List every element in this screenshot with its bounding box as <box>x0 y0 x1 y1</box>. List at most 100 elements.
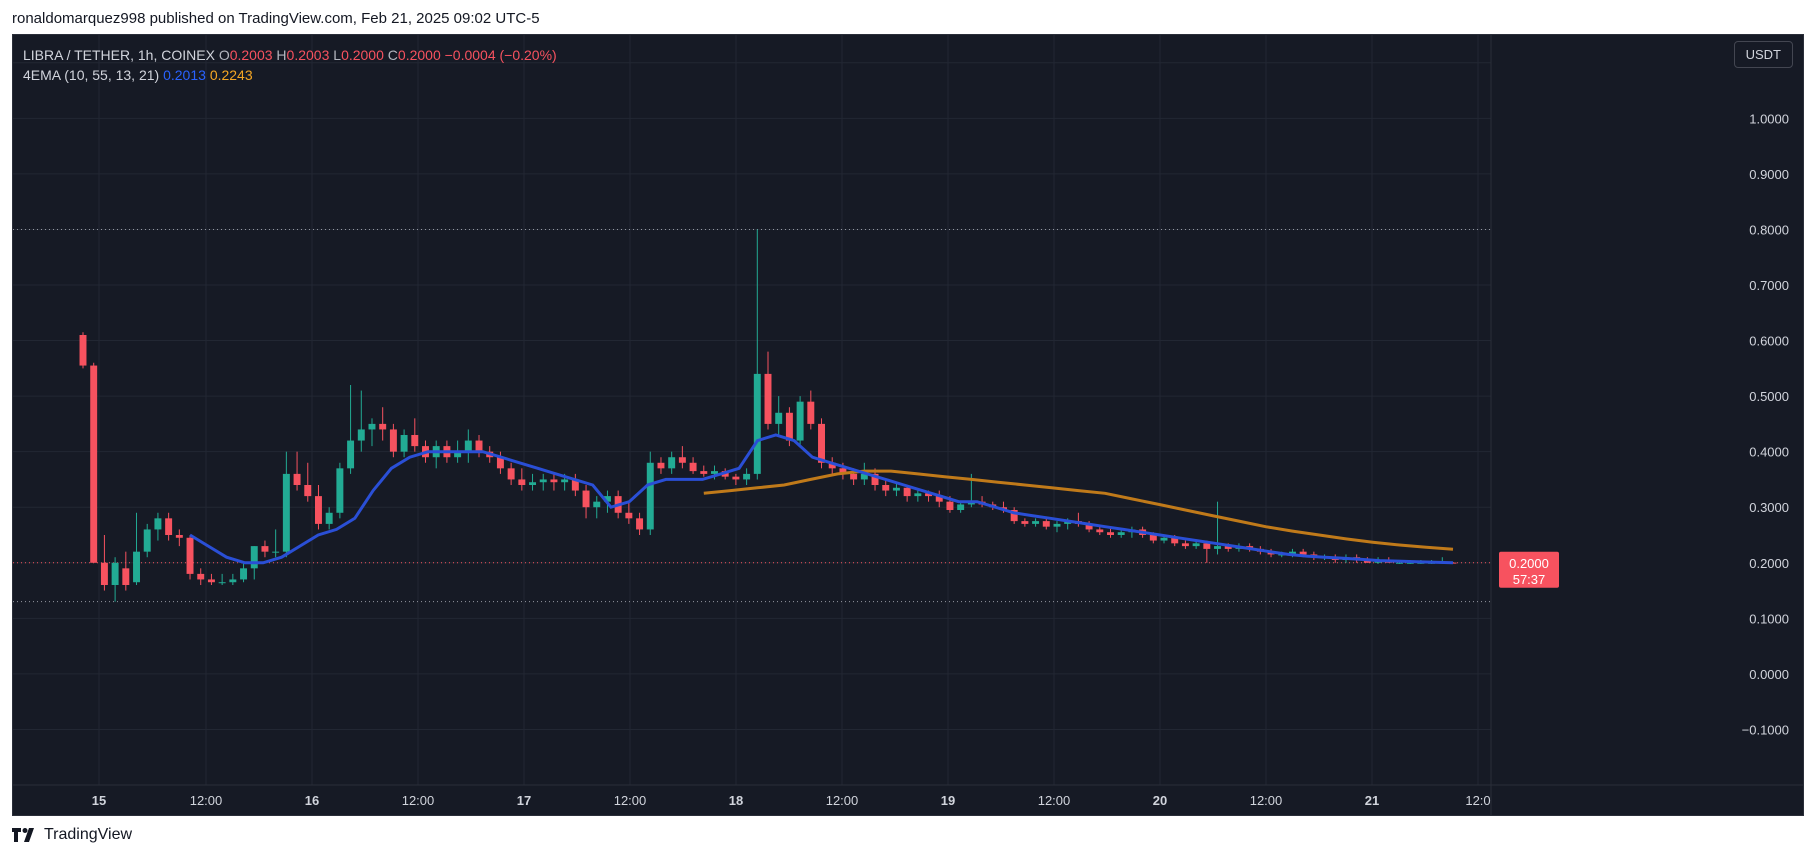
candle-body <box>1096 529 1104 533</box>
candle-body <box>507 468 515 480</box>
candle-body <box>657 462 665 469</box>
high-value: 0.2003 <box>286 47 330 63</box>
candle-body <box>100 562 108 585</box>
candle-body <box>90 365 98 563</box>
candle-body <box>1363 560 1371 563</box>
candle-body <box>1032 521 1040 524</box>
candle-body <box>1064 521 1072 524</box>
candle-body <box>668 457 676 469</box>
price-tick-label: 0.2000 <box>1749 556 1789 571</box>
candle-body <box>743 473 751 480</box>
candle-body <box>261 546 269 552</box>
footer-brand: TradingView <box>12 826 132 844</box>
close-value: 0.2000 <box>397 47 441 63</box>
candle-body <box>389 429 397 452</box>
time-tick-label: 19 <box>941 793 955 808</box>
candle-body <box>871 473 879 485</box>
candle-body <box>122 568 130 585</box>
candle-body <box>1171 537 1179 544</box>
candle-body <box>1053 523 1061 527</box>
change-value: −0.0004 (−0.20%) <box>444 47 557 63</box>
currency-button[interactable]: USDT <box>1733 41 1793 68</box>
ema-fast-value: 0.2013 <box>163 67 206 83</box>
candle-body <box>347 440 355 469</box>
candle-body <box>143 529 151 552</box>
candle-body <box>539 479 547 483</box>
candle-body <box>1203 543 1211 549</box>
candle-body <box>379 423 387 430</box>
candle-body <box>925 493 933 497</box>
candle-body <box>529 482 537 485</box>
price-tick-label: 0.9000 <box>1749 167 1789 182</box>
candle-body <box>357 429 365 441</box>
candlestick-chart[interactable]: 1.10001.00000.90000.80000.70000.60000.50… <box>13 35 1803 815</box>
candle-body <box>154 518 162 530</box>
candle-body <box>218 582 226 584</box>
candle-body <box>1396 562 1403 564</box>
candle-body <box>550 479 558 483</box>
candle-body <box>293 473 301 485</box>
open-value: 0.2003 <box>229 47 273 63</box>
candle-body <box>839 468 847 474</box>
candle-body <box>711 471 718 474</box>
candle-body <box>828 462 836 469</box>
candle-body <box>796 401 804 441</box>
ema-slow-value: 0.2243 <box>209 67 253 83</box>
time-tick-label: 12:0 <box>1465 793 1490 808</box>
time-tick-label: 17 <box>517 793 531 808</box>
brand-name: TradingView <box>44 826 133 843</box>
candle-body <box>304 485 312 497</box>
candle-body <box>561 479 569 483</box>
grid <box>13 35 1491 785</box>
candle-body <box>464 440 472 452</box>
ema-slow-line <box>703 469 1454 551</box>
candle-body <box>818 423 825 463</box>
chart-area[interactable]: 1.10001.00000.90000.80000.70000.60000.50… <box>12 34 1804 816</box>
candle-body <box>636 518 644 530</box>
candle-body <box>946 501 954 510</box>
time-tick-label: 12:00 <box>826 793 859 808</box>
candle-body <box>133 551 140 583</box>
candle-body <box>1042 521 1050 527</box>
candle-body <box>1449 562 1457 564</box>
candle-body <box>368 423 376 430</box>
candle-body <box>272 551 280 553</box>
candle-body <box>785 412 793 441</box>
price-tick-label: 1.0000 <box>1749 111 1789 126</box>
candle-body <box>646 462 654 530</box>
candle-body <box>914 493 922 497</box>
candle-body <box>1192 543 1200 547</box>
candle-body <box>593 501 601 508</box>
high-label: H <box>276 47 287 63</box>
candle-body <box>1299 551 1307 555</box>
price-tick-label: −0.1000 <box>1742 722 1789 737</box>
ema-fast-line <box>189 433 1454 565</box>
candle-body <box>111 562 119 585</box>
candle-body <box>1021 521 1029 524</box>
candle-body <box>325 512 333 524</box>
candle-body <box>807 401 815 424</box>
candle-body <box>753 373 761 474</box>
candle-body <box>1181 543 1189 547</box>
candle-body <box>186 537 194 574</box>
symbol-label[interactable]: LIBRA / TETHER, 1h, COINEX <box>23 47 215 63</box>
candle-body <box>571 479 579 491</box>
candle-body <box>957 504 965 510</box>
candle-body <box>475 440 483 452</box>
indicator-label[interactable]: 4EMA (10, 55, 13, 21) <box>23 67 160 83</box>
time-tick-label: 21 <box>1365 793 1379 808</box>
time-tick-label: 16 <box>305 793 319 808</box>
candle-body <box>603 496 611 502</box>
price-tick-label: 0.3000 <box>1749 500 1789 515</box>
axes: 1.10001.00000.90000.80000.70000.60000.50… <box>13 35 1803 815</box>
time-tick-label: 12:00 <box>614 793 647 808</box>
candle-body <box>700 471 708 474</box>
candle-body <box>79 335 87 366</box>
candle-body <box>850 473 858 480</box>
ohlc-row: LIBRA / TETHER, 1h, COINEX O0.2003 H0.20… <box>23 45 557 65</box>
time-tick-label: 12:00 <box>402 793 435 808</box>
price-tick-label: 0.1000 <box>1749 611 1789 626</box>
close-label: C <box>387 47 398 63</box>
candle-body <box>229 579 237 583</box>
open-label: O <box>218 47 230 63</box>
